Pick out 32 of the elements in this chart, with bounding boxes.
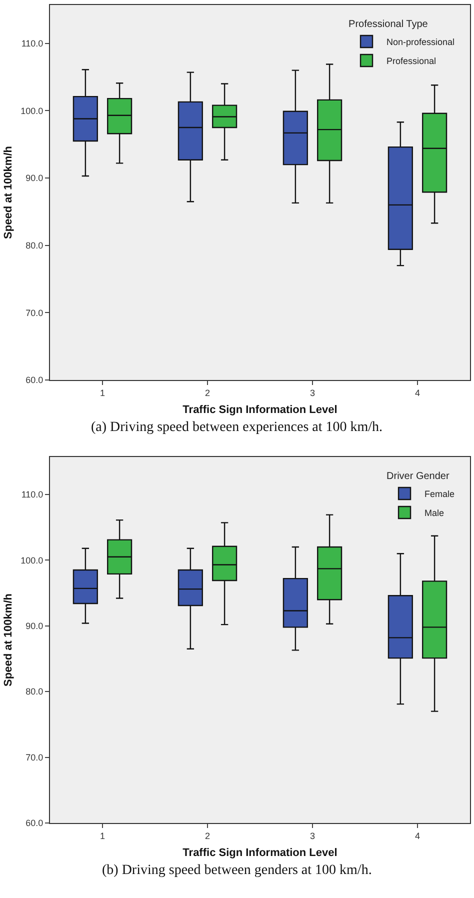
y-axis-title: Speed at 100km/h — [2, 146, 14, 239]
y-tick-label: 100.0 — [20, 555, 44, 566]
legend-title: Professional Type — [348, 18, 428, 30]
legend-label: Non-professional — [386, 36, 455, 47]
legend-label: Professional — [386, 56, 436, 66]
y-tick-label: 100.0 — [20, 106, 44, 116]
text: (a) Driving speed between experiences at 100 km/h. — [91, 420, 383, 435]
y-tick-label: 70.0 — [26, 308, 44, 318]
x-axis-title: Traffic Sign Information Level — [182, 404, 338, 416]
y-tick-label: 70.0 — [26, 752, 44, 762]
x-tick-label: 4 — [414, 388, 420, 398]
y-tick-label: 90.0 — [26, 173, 44, 184]
y-tick-label: 110.0 — [21, 38, 44, 49]
y-axis-title: Speed at 100km/h — [2, 593, 14, 686]
x-tick-label: 1 — [100, 388, 106, 398]
x-tick-label: 2 — [204, 830, 210, 841]
y-tick-label: 80.0 — [26, 240, 44, 250]
x-axis-title: Traffic Sign Information Level — [182, 847, 338, 859]
y-tick-label: 60.0 — [26, 375, 44, 386]
y-tick-label: 90.0 — [26, 621, 44, 632]
x-tick-label: 2 — [204, 388, 210, 398]
x-tick-label: 4 — [414, 830, 420, 841]
y-tick-label: 60.0 — [26, 818, 44, 828]
y-tick-label: 80.0 — [26, 686, 44, 697]
x-tick-label: 3 — [310, 388, 316, 398]
y-tick-label: 110.0 — [21, 490, 44, 500]
legend-label: Female — [424, 488, 455, 499]
legend-label: Male — [424, 508, 444, 518]
x-tick-label: 3 — [310, 830, 316, 841]
x-tick-label: 1 — [100, 830, 106, 841]
text: (b) Driving speed between genders at 100 km/h. — [102, 863, 372, 878]
legend-title: Driver Gender — [386, 470, 450, 482]
